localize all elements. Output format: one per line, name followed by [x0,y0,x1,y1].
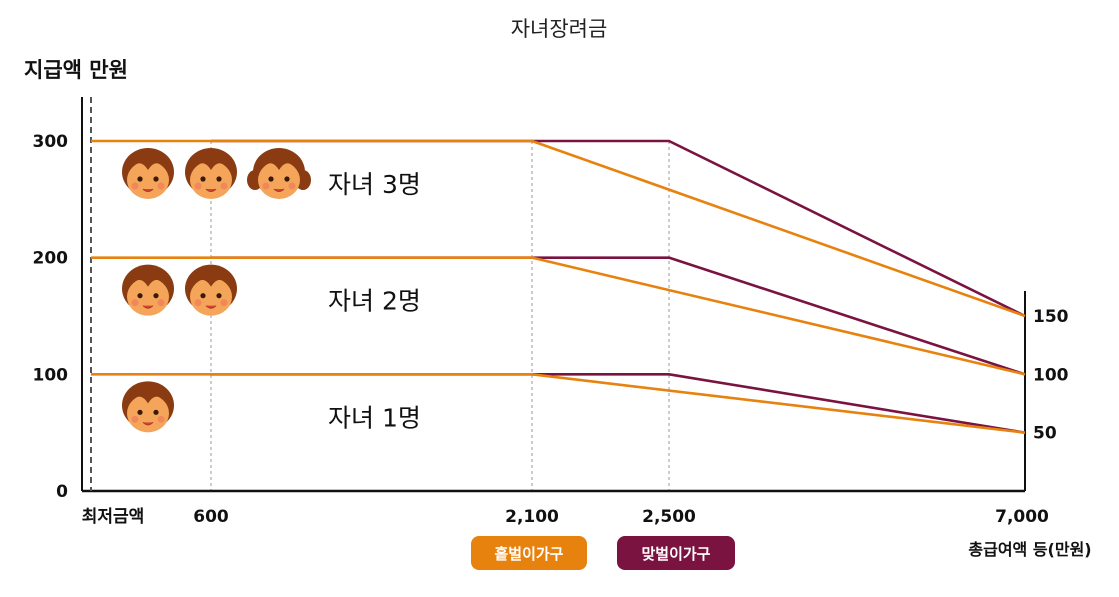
group-label-1-children: 자녀 1명 [328,403,421,432]
series-lines [91,139,1026,434]
grid-lines [210,141,670,491]
chart-title: 자녀장려금 [511,17,608,41]
y-tick-label: 200 [33,249,69,269]
y-tick-label: 0 [56,482,68,502]
axes [81,97,1026,493]
x-tick-label: 최저금액 [82,507,145,527]
single-line-1-children [91,373,1026,434]
legend-label-single: 홑벌이가구 [494,545,563,563]
x-ticks: 최저금액 600 2,100 2,500 7,000 [82,507,1049,527]
single-line-3-children [91,139,1026,318]
y-axis-label: 지급액 만원 [24,58,128,82]
x-tick-label: 600 [193,507,229,527]
x-tick-label: 7,000 [995,507,1049,527]
y-tick-label: 300 [33,132,69,152]
child-face-icon [185,148,237,199]
group-label-2-children: 자녀 2명 [328,287,421,316]
x-axis-label: 총급여액 등(만원) [968,540,1091,559]
group-label-3-children: 자녀 3명 [328,170,421,199]
child-icons [122,148,311,433]
legend: 홑벌이가구 맞벌이가구 [471,536,735,570]
right-tick-label: 150 [1033,307,1069,327]
child-face-icon [247,148,311,199]
child-face-icon [122,381,174,433]
right-ticks: 150 100 50 [1033,307,1069,444]
y-tick-label: 100 [33,365,69,385]
legend-swatch-dual [617,536,735,570]
group-labels: 자녀 1명 자녀 2명 자녀 3명 [328,170,421,432]
dual-line-2-children [211,256,1026,376]
single-line-2-children [91,256,1026,376]
x-tick-label: 2,100 [505,507,559,527]
right-tick-label: 100 [1033,365,1069,385]
y-ticks: 0 100 200 300 [33,132,69,502]
child-face-icon [122,148,174,199]
child-face-icon [185,264,237,316]
legend-label-dual: 맞벌이가구 [641,545,710,563]
right-tick-label: 50 [1033,424,1057,444]
legend-swatch-single [471,536,587,570]
x-tick-label: 2,500 [642,507,696,527]
child-face-icon [122,264,174,316]
